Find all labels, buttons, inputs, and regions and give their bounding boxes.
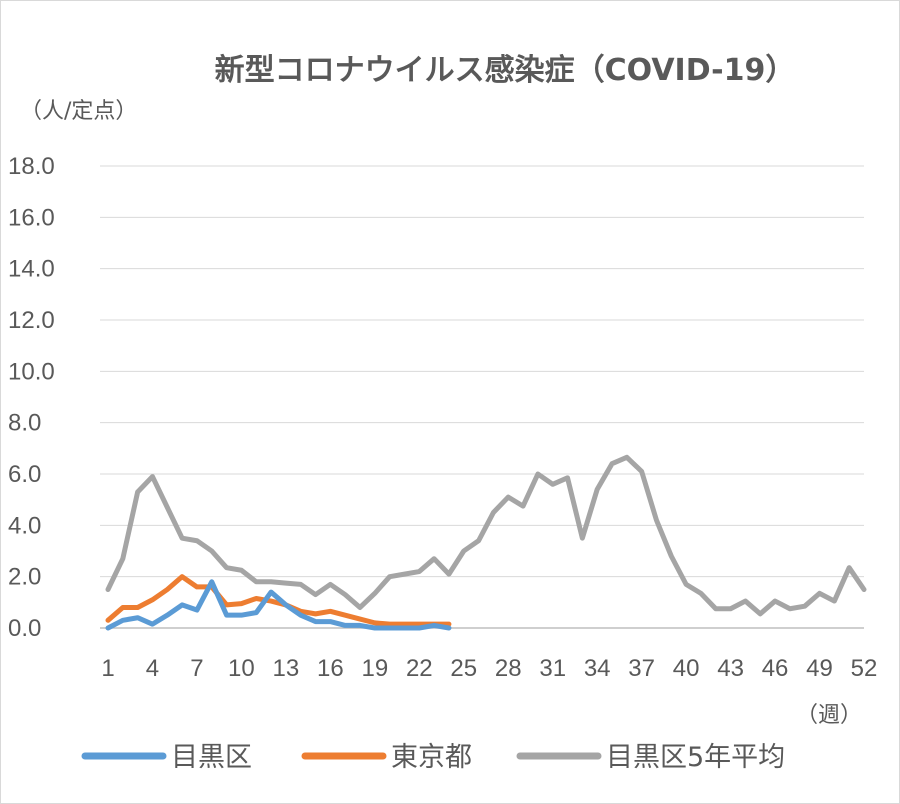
gridlines [100,165,864,629]
x-tick-label: 37 [628,655,655,682]
y-tick-label: 4.0 [8,512,41,539]
legend: 目黒区 東京都 目黒区5年平均 [81,742,785,773]
x-axis-unit-label: （週） [796,703,862,728]
legend-label: 目黒区 [171,742,252,773]
y-tick-label: 6.0 [8,461,41,488]
y-tick-label: 0.0 [8,615,41,642]
y-tick-label: 8.0 [8,410,41,437]
y-tick-label: 2.0 [8,564,41,591]
x-tick-label: 43 [717,655,744,682]
x-axis-ticks: 1 4 7 10 13 16 19 22 25 28 31 34 37 40 43 46 49 52 [101,655,877,682]
x-tick-label: 49 [806,655,833,682]
x-tick-label: 7 [190,655,203,682]
series-line-3 [105,454,867,617]
x-tick-label: 16 [317,655,344,682]
x-tick-label: 52 [851,655,878,682]
x-tick-label: 25 [450,655,477,682]
x-tick-label: 28 [495,655,522,682]
x-tick-label: 10 [228,655,255,682]
y-axis-unit-label: （人/定点） [20,99,137,124]
x-tick-label: 40 [673,655,700,682]
series-lines [105,454,867,631]
legend-label: 東京都 [391,742,472,773]
x-tick-label: 46 [762,655,789,682]
series-line-1 [105,579,452,631]
chart-title: 新型コロナウイルス感染症（COVID-19） [215,53,796,88]
x-tick-label: 34 [584,655,611,682]
x-tick-label: 1 [101,655,114,682]
x-tick-label: 22 [406,655,433,682]
x-tick-label: 13 [273,655,300,682]
y-tick-label: 18.0 [8,153,55,180]
y-tick-label: 12.0 [8,307,55,334]
x-tick-label: 19 [361,655,388,682]
y-tick-label: 16.0 [8,204,55,231]
y-axis-ticks: 0.0 2.0 4.0 6.0 8.0 10.0 12.0 14.0 16.0 18.0 [8,153,55,642]
y-tick-label: 14.0 [8,256,55,283]
series-line-2 [105,574,452,627]
legend-label: 目黒区5年平均 [606,742,785,773]
x-tick-label: 31 [539,655,566,682]
y-tick-label: 10.0 [8,358,55,385]
x-tick-label: 4 [146,655,159,682]
